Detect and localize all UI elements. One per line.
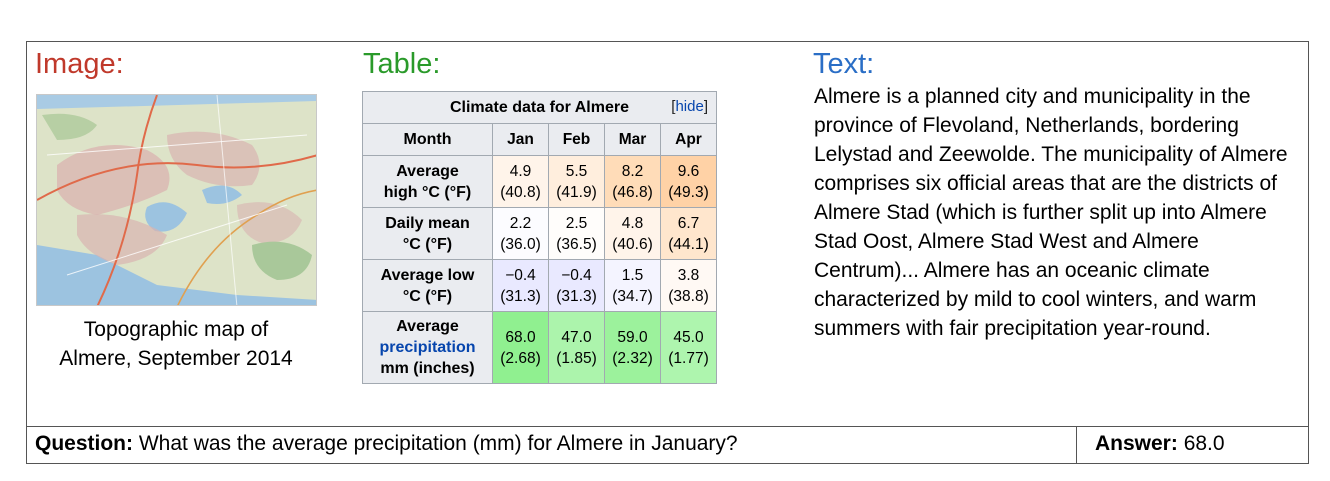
table-cell: 6.7 (44.1) [660, 207, 717, 260]
answer-text: 68.0 [1183, 432, 1225, 455]
table-cell: 1.5 (34.7) [604, 259, 661, 312]
header-month: Month [362, 123, 493, 156]
table-cell: −0.4 (31.3) [548, 259, 605, 312]
qa-card: Image: Table: Text: Topog [26, 41, 1309, 464]
table-cell: 68.0 (2.68) [492, 311, 549, 384]
context-paragraph: Almere is a planned city and municipalit… [814, 85, 1288, 340]
precipitation-link[interactable]: precipitation [379, 339, 476, 356]
table-cell: 4.8 (40.6) [604, 207, 661, 260]
row-label-avg-high: Average high °C (°F) [362, 155, 493, 208]
map-caption: Topographic map of Almere, September 201… [27, 315, 325, 373]
text-section-title: Text: [813, 48, 875, 80]
caption-line-1: Topographic map of [83, 318, 269, 341]
table-cell: 4.9 (40.8) [492, 155, 549, 208]
qa-divider [27, 426, 1308, 427]
image-section-title: Image: [35, 48, 124, 80]
hide-link[interactable]: hide [675, 98, 704, 115]
header-feb: Feb [548, 123, 605, 156]
hide-bracket-close: ] [703, 98, 708, 115]
table-row: Average precipitation mm (inches) 68.0 (2.6… [362, 311, 717, 384]
answer-divider [1076, 426, 1077, 463]
table-row: Average low °C (°F) −0.4 (31.3) −0.4 (31.3)… [362, 259, 717, 312]
climate-table: Climate data for Almere [hide] Month Jan… [362, 91, 717, 384]
row-label-daily-mean: Daily mean °C (°F) [362, 207, 493, 260]
hide-bracket-open: [ [671, 98, 676, 115]
table-row: Daily mean °C (°F) 2.2 (36.0) 2.5 (36.5) 4.… [362, 207, 717, 260]
header-mar: Mar [604, 123, 661, 156]
table-cell: 9.6 (49.3) [660, 155, 717, 208]
table-row: Average high °C (°F) 4.9 (40.8) 5.5 (41.9) … [362, 155, 717, 208]
table-cell: 3.8 (38.8) [660, 259, 717, 312]
table-cell: 2.2 (36.0) [492, 207, 549, 260]
table-cell: 8.2 (46.8) [604, 155, 661, 208]
caption-line-2: Almere, September 2014 [59, 347, 293, 370]
hide-toggle[interactable]: [hide] [671, 98, 708, 115]
table-cell: 45.0 (1.77) [660, 311, 717, 384]
table-cell: 2.5 (36.5) [548, 207, 605, 260]
table-header-row: Month Jan Feb Mar Apr [362, 123, 717, 156]
table-cell: 59.0 (2.32) [604, 311, 661, 384]
table-cell: 47.0 (1.85) [548, 311, 605, 384]
answer-label: Answer: [1095, 432, 1178, 455]
question-label: Question: [35, 432, 133, 455]
table-caption: Climate data for Almere [hide] [362, 91, 717, 124]
row-label-precipitation: Average precipitation mm (inches) [362, 311, 493, 384]
header-apr: Apr [660, 123, 717, 156]
table-cell: 5.5 (41.9) [548, 155, 605, 208]
topographic-map-image [36, 94, 317, 306]
header-jan: Jan [492, 123, 549, 156]
answer: Answer: 68.0 [1095, 430, 1225, 458]
row-label-avg-low: Average low °C (°F) [362, 259, 493, 312]
question: Question: What was the average precipita… [35, 430, 738, 458]
table-cell: −0.4 (31.3) [492, 259, 549, 312]
question-text: What was the average precipitation (mm) … [138, 432, 738, 455]
table-caption-text: Climate data for Almere [449, 98, 629, 116]
table-section-title: Table: [363, 48, 441, 80]
